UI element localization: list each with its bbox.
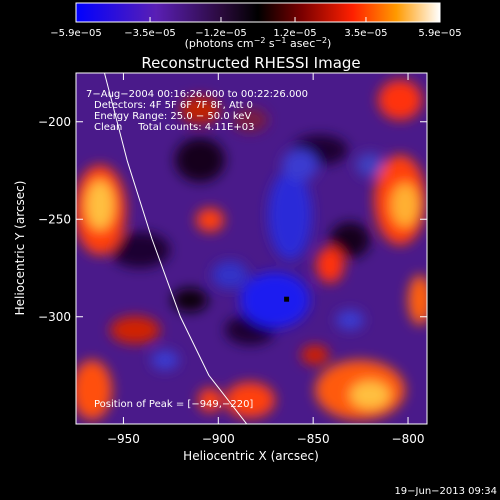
colorbar — [75, 2, 441, 23]
annotation-counts: Clean Total counts: 4.11E+03 — [94, 122, 254, 133]
x-axis-ticks — [122, 73, 409, 424]
y-tick-label: −250 — [38, 212, 71, 226]
x-tick-label: −800 — [392, 432, 425, 446]
plot-frame — [75, 72, 428, 425]
colorbar-tick-label: −3.5e−05 — [124, 28, 176, 39]
y-axis-tick-labels: −200 −250 −300 — [38, 115, 71, 324]
colorbar-ticks — [75, 17, 441, 22]
colorbar-tick-label: −1.2e−05 — [195, 28, 247, 39]
colorbar-tick-labels: −5.9e−05 −3.5e−05 −1.2e−05 1.2e−05 3.5e−05 5.… — [50, 28, 461, 39]
x-tick-label: −850 — [297, 432, 330, 446]
y-tick-label: −200 — [38, 115, 71, 129]
footer-timestamp: 19−Jun−2013 09:34 — [394, 486, 497, 497]
x-tick-label: −900 — [202, 432, 235, 446]
x-tick-label: −950 — [107, 432, 140, 446]
y-axis-ticks — [76, 121, 427, 318]
colorbar-tick-label: 5.9e−05 — [418, 28, 461, 39]
colorbar-tick-label: 3.5e−05 — [344, 28, 387, 39]
solar-limb-curve — [103, 73, 248, 424]
colorbar-tick-label: −5.9e−05 — [50, 28, 102, 39]
y-tick-label: −300 — [38, 310, 71, 324]
annotation-detectors: Detectors: 4F 5F 6F 7F 8F, Att 0 — [94, 100, 253, 111]
x-axis-tick-labels: −950 −900 −850 −800 — [107, 432, 425, 446]
heatmap-image — [76, 73, 427, 424]
chart-title: Reconstructed RHESSI Image — [141, 54, 360, 72]
peak-position-label: Position of Peak = [−949,−220] — [94, 399, 253, 410]
colorbar-unit-label: (photons cm−2 s−1 asec−2) — [185, 36, 332, 50]
y-axis-label: Heliocentric Y (arcsec) — [13, 181, 27, 316]
annotation-energy: Energy Range: 25.0 − 50.0 keV — [94, 111, 251, 122]
colorbar-tick-label: 1.2e−05 — [273, 28, 316, 39]
annotation-time: 7−Aug−2004 00:16:26.000 to 00:22:26.000 — [86, 89, 308, 100]
x-axis-label: Heliocentric X (arcsec) — [183, 449, 319, 463]
peak-marker — [284, 296, 290, 302]
